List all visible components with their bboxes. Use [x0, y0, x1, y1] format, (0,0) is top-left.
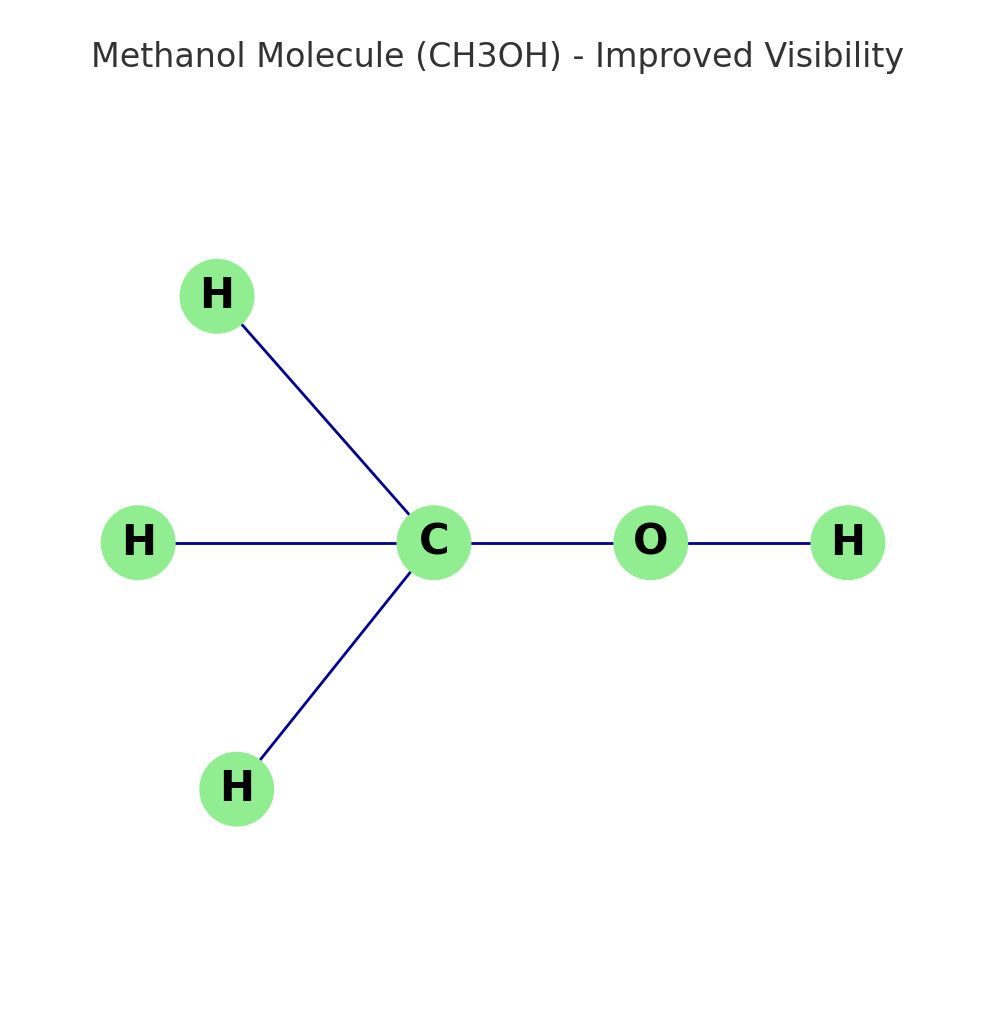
Text: H: H [121, 521, 155, 564]
Text: C: C [418, 521, 449, 564]
Circle shape [199, 752, 274, 826]
Text: Methanol Molecule (CH3OH) - Improved Visibility: Methanol Molecule (CH3OH) - Improved Vis… [92, 41, 904, 74]
Circle shape [101, 505, 175, 581]
Text: H: H [199, 275, 235, 317]
Circle shape [396, 505, 471, 581]
Circle shape [614, 505, 688, 581]
Circle shape [811, 505, 885, 581]
Circle shape [179, 259, 255, 334]
Text: H: H [219, 768, 254, 810]
Text: H: H [831, 521, 866, 564]
Text: O: O [633, 521, 668, 564]
